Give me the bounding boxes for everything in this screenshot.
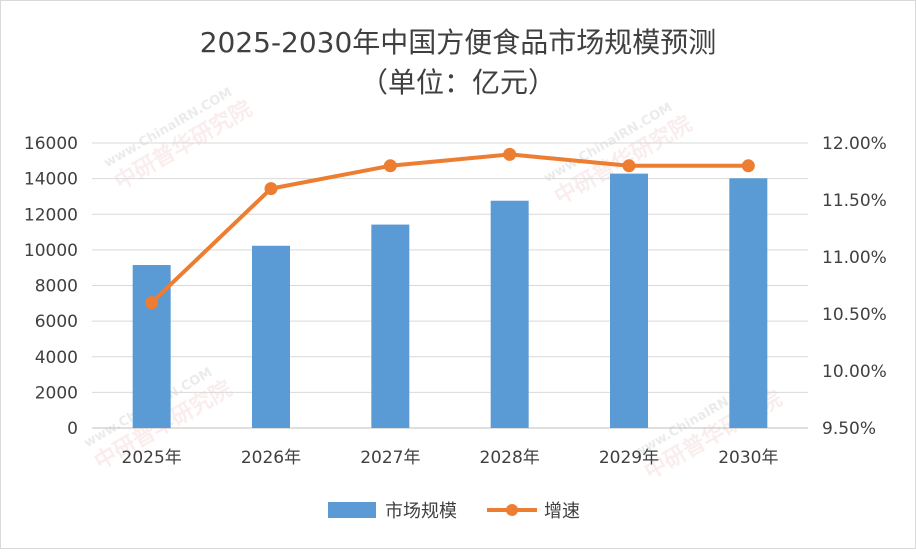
left-tick-label: 14000 (24, 170, 78, 190)
line-point (741, 159, 755, 173)
bar (252, 245, 290, 428)
x-tick-label: 2029年 (599, 448, 659, 468)
right-tick-label: 10.00% (822, 362, 887, 382)
x-tick-label: 2025年 (122, 448, 182, 468)
bar (729, 178, 768, 428)
bar (371, 224, 410, 428)
legend-label-line: 增速 (544, 501, 580, 522)
x-axis: 2025年 2026年 2027年 2028年 2029年 2030年 (122, 448, 779, 468)
left-tick-label: 12000 (24, 205, 78, 225)
right-tick-label: 12.00% (822, 134, 887, 154)
bar (490, 200, 529, 428)
legend-swatch-bar (328, 502, 376, 518)
left-tick-label: 6000 (35, 312, 78, 332)
left-tick-label: 0 (67, 419, 78, 439)
line-point (622, 159, 636, 173)
growth-line (149, 152, 751, 305)
bar-series (132, 173, 768, 428)
right-tick-label: 11.00% (822, 248, 887, 268)
left-axis: 0 2000 4000 6000 8000 10000 12000 14000 16000 (24, 134, 78, 439)
line-series (145, 147, 755, 310)
legend-swatch-marker (506, 504, 518, 516)
bar (610, 173, 648, 428)
left-tick-label: 10000 (24, 241, 78, 261)
x-tick-label: 2028年 (480, 448, 540, 468)
gridlines (92, 142, 808, 429)
chart-title: 2025-2030年中国方便食品市场规模预测 (200, 26, 717, 59)
left-tick-label: 4000 (35, 348, 78, 368)
legend: 市场规模 增速 (328, 501, 580, 522)
left-tick-label: 8000 (35, 277, 78, 297)
line-point (264, 182, 278, 196)
line-point (145, 296, 159, 310)
x-tick-label: 2026年 (241, 448, 301, 468)
chart-subtitle: （单位：亿元） (360, 66, 556, 99)
left-tick-label: 2000 (35, 383, 78, 403)
x-tick-label: 2030年 (718, 448, 778, 468)
right-tick-label: 9.50% (822, 419, 876, 439)
left-tick-label: 16000 (24, 134, 78, 154)
line-point (503, 147, 517, 161)
right-axis: 9.50% 10.00% 10.50% 11.00% 11.50% 12.00% (822, 134, 887, 439)
x-tick-label: 2027年 (360, 448, 420, 468)
line-point (383, 159, 397, 173)
legend-label-bar: 市场规模 (385, 501, 457, 522)
right-tick-label: 11.50% (822, 191, 887, 211)
right-tick-label: 10.50% (822, 305, 887, 325)
